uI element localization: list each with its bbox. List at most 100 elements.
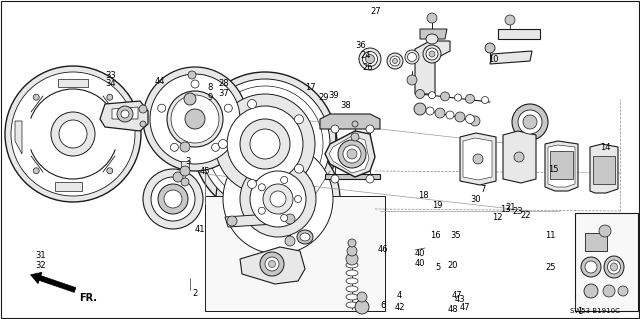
Polygon shape bbox=[490, 51, 532, 64]
Text: 20: 20 bbox=[447, 261, 458, 270]
Circle shape bbox=[618, 286, 628, 296]
Ellipse shape bbox=[362, 51, 378, 66]
Text: 2: 2 bbox=[192, 288, 197, 298]
Text: 36: 36 bbox=[355, 41, 365, 49]
Bar bbox=[205, 196, 385, 311]
Text: 32: 32 bbox=[35, 261, 45, 270]
Circle shape bbox=[11, 72, 135, 196]
Text: 16: 16 bbox=[430, 231, 440, 240]
Text: 41: 41 bbox=[195, 226, 205, 234]
Circle shape bbox=[248, 100, 257, 108]
Text: 4: 4 bbox=[397, 291, 403, 300]
Circle shape bbox=[51, 112, 95, 156]
Circle shape bbox=[427, 13, 437, 23]
Circle shape bbox=[167, 91, 223, 147]
Circle shape bbox=[415, 90, 424, 99]
Ellipse shape bbox=[426, 34, 438, 44]
Text: 28: 28 bbox=[218, 78, 228, 87]
Circle shape bbox=[270, 191, 286, 207]
Circle shape bbox=[454, 94, 461, 101]
Text: 44: 44 bbox=[155, 78, 166, 86]
Polygon shape bbox=[503, 131, 536, 183]
Text: 47: 47 bbox=[460, 303, 470, 313]
Polygon shape bbox=[100, 101, 148, 131]
Circle shape bbox=[523, 115, 537, 129]
Text: 23: 23 bbox=[512, 207, 523, 217]
Text: 14: 14 bbox=[600, 144, 611, 152]
Bar bbox=[575, 213, 638, 311]
Circle shape bbox=[157, 104, 166, 112]
Circle shape bbox=[181, 178, 189, 186]
Bar bbox=[181, 161, 189, 171]
Circle shape bbox=[140, 121, 146, 127]
Circle shape bbox=[151, 177, 195, 221]
Circle shape bbox=[294, 115, 303, 124]
Ellipse shape bbox=[423, 45, 441, 63]
Circle shape bbox=[465, 94, 474, 103]
Ellipse shape bbox=[300, 233, 310, 241]
Text: 22: 22 bbox=[520, 211, 531, 219]
Circle shape bbox=[191, 80, 199, 88]
Circle shape bbox=[240, 119, 290, 169]
Polygon shape bbox=[325, 174, 380, 179]
Circle shape bbox=[473, 154, 483, 164]
Text: 10: 10 bbox=[488, 56, 499, 64]
Text: 6: 6 bbox=[380, 300, 385, 309]
Circle shape bbox=[285, 236, 295, 246]
Circle shape bbox=[603, 285, 615, 297]
Circle shape bbox=[435, 108, 445, 118]
Circle shape bbox=[357, 292, 367, 302]
Circle shape bbox=[185, 109, 205, 129]
Circle shape bbox=[250, 129, 280, 159]
Circle shape bbox=[429, 92, 435, 99]
Text: 35: 35 bbox=[450, 231, 461, 240]
Circle shape bbox=[455, 112, 465, 122]
Circle shape bbox=[139, 105, 147, 113]
Circle shape bbox=[143, 67, 247, 171]
Circle shape bbox=[584, 284, 598, 298]
Circle shape bbox=[366, 125, 374, 133]
Polygon shape bbox=[225, 214, 275, 227]
Ellipse shape bbox=[429, 51, 435, 57]
Circle shape bbox=[121, 110, 129, 118]
Circle shape bbox=[465, 115, 474, 123]
Text: 30: 30 bbox=[470, 196, 481, 204]
Text: 40: 40 bbox=[415, 258, 426, 268]
Ellipse shape bbox=[365, 55, 374, 63]
Circle shape bbox=[366, 175, 374, 183]
Circle shape bbox=[150, 74, 240, 164]
Circle shape bbox=[343, 145, 361, 163]
Ellipse shape bbox=[607, 260, 621, 274]
Ellipse shape bbox=[387, 53, 403, 69]
Text: 40: 40 bbox=[415, 249, 426, 257]
Circle shape bbox=[294, 164, 303, 173]
Text: 13: 13 bbox=[500, 205, 511, 214]
Text: FR.: FR. bbox=[79, 293, 97, 303]
Circle shape bbox=[285, 214, 295, 224]
Ellipse shape bbox=[346, 262, 358, 268]
Text: 31: 31 bbox=[35, 250, 45, 259]
Circle shape bbox=[426, 107, 434, 115]
Text: 7: 7 bbox=[480, 186, 485, 195]
Circle shape bbox=[248, 180, 257, 189]
Polygon shape bbox=[420, 29, 447, 39]
Circle shape bbox=[193, 72, 337, 216]
Circle shape bbox=[223, 144, 333, 254]
Bar bbox=[550, 151, 573, 179]
Polygon shape bbox=[112, 107, 138, 119]
Text: 11: 11 bbox=[545, 231, 556, 240]
Circle shape bbox=[260, 252, 284, 276]
Ellipse shape bbox=[408, 53, 417, 62]
Text: 17: 17 bbox=[305, 84, 316, 93]
Circle shape bbox=[414, 103, 426, 115]
Polygon shape bbox=[498, 29, 540, 39]
Circle shape bbox=[440, 92, 449, 101]
Text: 43: 43 bbox=[455, 295, 466, 305]
Polygon shape bbox=[320, 114, 380, 129]
Bar bbox=[585, 233, 607, 251]
Text: 1: 1 bbox=[577, 308, 582, 316]
Polygon shape bbox=[548, 145, 575, 187]
Ellipse shape bbox=[297, 230, 313, 244]
Circle shape bbox=[224, 104, 232, 112]
Text: 21: 21 bbox=[505, 204, 515, 212]
